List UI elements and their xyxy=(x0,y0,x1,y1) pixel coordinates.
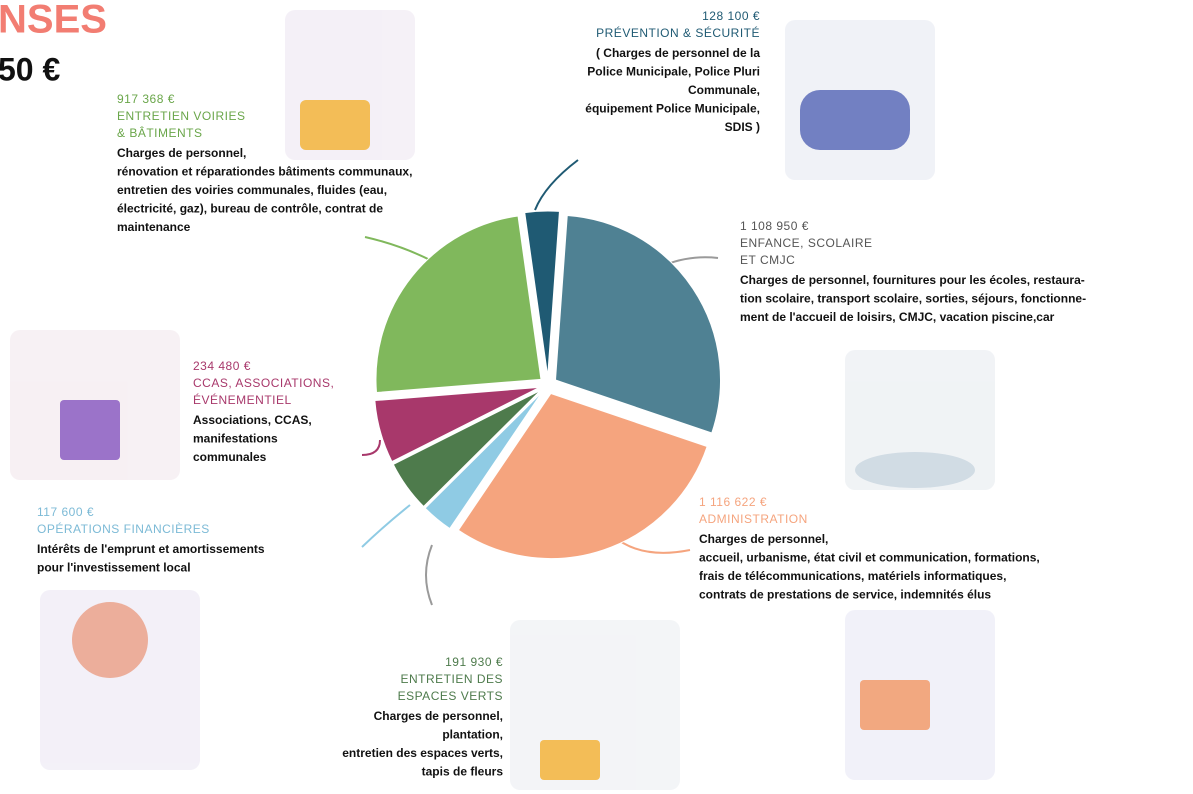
illustration xyxy=(72,602,148,678)
category-label: PRÉVENTION & SÉCURITÉ xyxy=(596,25,760,40)
category-label: OPÉRATIONS FINANCIÈRES xyxy=(37,521,210,536)
description-line: rénovation et réparationdes bâtiments co… xyxy=(117,165,412,179)
description-line: ment de l'accueil de loisirs, CMJC, vaca… xyxy=(740,310,1055,324)
chart-subtitle: 50 € xyxy=(0,51,60,87)
arrow xyxy=(365,237,430,260)
value-label: 128 100 € xyxy=(702,9,760,23)
arrow xyxy=(535,160,578,210)
description-line: Associations, CCAS, xyxy=(193,413,312,427)
value-label: 917 368 € xyxy=(117,92,175,106)
description-line: contrats de prestations de service, inde… xyxy=(699,588,991,602)
description-line: pour l'investissement local xyxy=(37,561,191,575)
description-line: frais de télécommunications, matériels i… xyxy=(699,569,1006,583)
description-line: entretien des voiries communales, fluide… xyxy=(117,183,387,197)
description-line: Charges de personnel, fournitures pour l… xyxy=(740,273,1085,287)
value-label: 1 116 622 € xyxy=(699,495,767,509)
description-line: Police Municipale, Police Pluri xyxy=(587,65,760,79)
description-line: accueil, urbanisme, état civil et commun… xyxy=(699,551,1040,565)
description-line: Communale, xyxy=(688,83,760,97)
description-line: SDIS ) xyxy=(725,120,760,134)
illustration xyxy=(855,452,975,488)
chart-title: NSES xyxy=(0,0,107,42)
description-line: ( Charges de personnel de la xyxy=(596,46,760,60)
arrow xyxy=(362,505,410,547)
arrow xyxy=(426,545,432,605)
chart: NSES 50 € 128 100 € PRÉVENTION & SÉCURITÉ… xyxy=(0,0,1193,794)
description-line: manifestations xyxy=(193,432,278,446)
pie-slice xyxy=(555,215,720,433)
description-line: Charges de personnel, xyxy=(374,709,503,723)
illustration xyxy=(540,740,600,780)
description-line: maintenance xyxy=(117,220,191,234)
value-label: 1 108 950 € xyxy=(740,219,809,233)
pie-slice xyxy=(376,216,541,393)
illustration xyxy=(300,100,370,150)
category-label: ENTRETIEN VOIRIES& BÂTIMENTS xyxy=(117,109,246,140)
description-line: équipement Police Municipale, xyxy=(585,102,760,116)
description-line: Charges de personnel, xyxy=(117,146,246,160)
value-label: 191 930 € xyxy=(445,655,503,669)
category-label: CCAS, ASSOCIATIONS,ÉVÉNEMENTIEL xyxy=(193,376,334,407)
illustration xyxy=(800,90,910,150)
arrow xyxy=(362,440,380,455)
description-line: plantation, xyxy=(442,728,503,742)
description-line: entretien des espaces verts, xyxy=(342,746,503,760)
illustration xyxy=(860,680,930,730)
value-label: 234 480 € xyxy=(193,359,251,373)
description-line: Charges de personnel, xyxy=(699,532,828,546)
description-line: Intérêts de l'emprunt et amortissements xyxy=(37,542,265,556)
illustration xyxy=(60,400,120,460)
category-label: ADMINISTRATION xyxy=(699,512,808,526)
description-line: communales xyxy=(193,450,267,464)
description-line: électricité, gaz), bureau de contrôle, c… xyxy=(117,202,383,216)
description-line: tion scolaire, transport scolaire, sorti… xyxy=(740,292,1086,306)
value-label: 117 600 € xyxy=(37,505,94,519)
description-line: tapis de fleurs xyxy=(422,765,504,779)
